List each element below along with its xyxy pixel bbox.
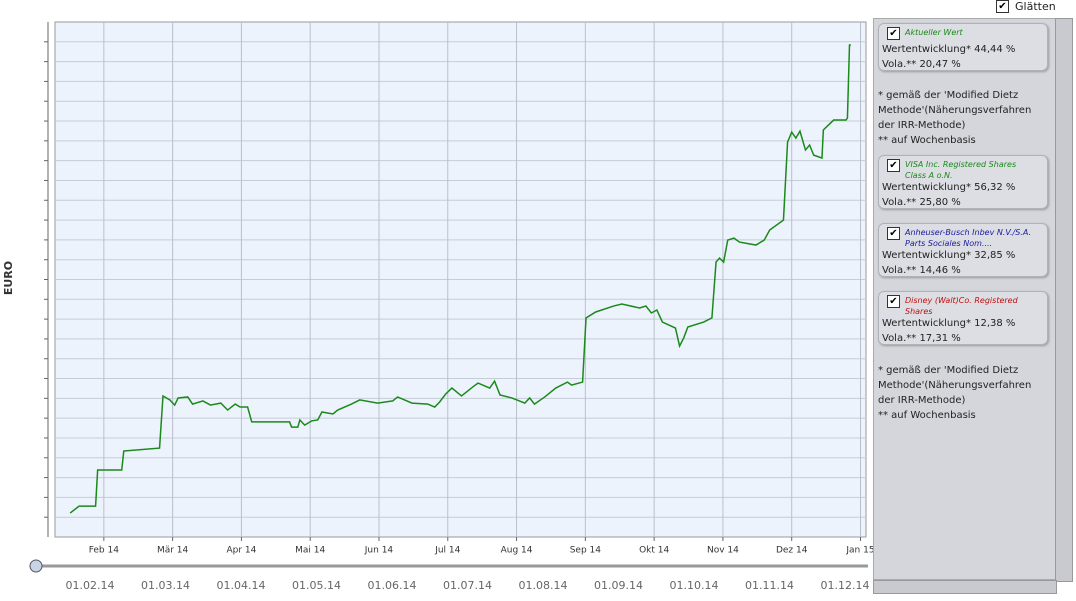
volatility: Vola.** 20,47 %	[882, 59, 961, 70]
note-line: Methode'(Näherungsverfahren	[878, 105, 1032, 116]
x-tick-label: Dez 14	[776, 546, 808, 556]
note-line: Methode'(Näherungsverfahren	[878, 380, 1032, 391]
x-tick-label: Jul 14	[434, 546, 460, 556]
title-line: Anheuser-Busch Inbev N.V./S.A.	[905, 228, 1031, 237]
smoothing-checkbox[interactable]: ✔	[996, 0, 1009, 13]
footnote: * gemäß der 'Modified Dietz Methode'(Näh…	[878, 88, 1031, 148]
performance: Wertentwicklung* 12,38 %	[882, 318, 1016, 329]
title-line: Disney (Walt)Co. Registered	[905, 296, 1018, 305]
legend-panel: ✔ Aktueller Wert Wertentwicklung* 44,44 …	[873, 18, 1057, 580]
title-line: Class A o.N.	[905, 171, 953, 180]
entry-title: Aktueller Wert	[905, 28, 963, 37]
slider-label: 01.06.14	[368, 579, 417, 592]
x-tick-label: Nov 14	[707, 546, 739, 556]
entry-title: Disney (Walt)Co. Registered Shares	[905, 295, 1018, 317]
slider-label: 01.03.14	[141, 579, 190, 592]
x-tick-label: Okt 14	[639, 546, 669, 556]
security-box: ✔ Disney (Walt)Co. Registered Shares Wert…	[878, 291, 1048, 345]
vertical-scrollbar[interactable]	[1055, 18, 1073, 582]
checkbox[interactable]: ✔	[887, 159, 900, 172]
slider-label: 01.10.14	[670, 579, 719, 592]
checkbox[interactable]: ✔	[887, 295, 900, 308]
x-tick-label: Mär 14	[157, 546, 189, 556]
title-line: Shares	[905, 307, 933, 316]
security-box: ✔ VISA Inc. Registered Shares Class A o.N…	[878, 155, 1048, 209]
x-tick-label: Apr 14	[226, 546, 256, 556]
entry-title: Anheuser-Busch Inbev N.V./S.A. Parts Soci…	[905, 227, 1031, 249]
x-tick-label: Sep 14	[570, 546, 602, 556]
smoothing-label: Glätten	[1015, 0, 1056, 13]
x-tick-label: Jan 15	[845, 546, 874, 556]
horizontal-scrollbar[interactable]	[873, 580, 1057, 594]
note-line: der IRR-Methode)	[878, 120, 966, 131]
note-line: ** auf Wochenbasis	[878, 135, 976, 146]
x-tick-label: Feb 14	[89, 546, 120, 556]
slider-label: 01.02.14	[66, 579, 115, 592]
footnote: * gemäß der 'Modified Dietz Methode'(Näh…	[878, 363, 1031, 423]
slider-knob[interactable]	[29, 559, 43, 573]
slider-label: 01.09.14	[594, 579, 643, 592]
performance: Wertentwicklung* 44,44 %	[882, 44, 1016, 55]
data-line	[69, 44, 851, 514]
note-line: * gemäß der 'Modified Dietz	[878, 365, 1019, 376]
slider-label: 01.07.14	[443, 579, 492, 592]
performance: Wertentwicklung* 56,32 %	[882, 182, 1016, 193]
checkbox[interactable]: ✔	[887, 27, 900, 40]
volatility: Vola.** 14,46 %	[882, 265, 961, 276]
slider-label: 01.08.14	[519, 579, 568, 592]
volatility: Vola.** 17,31 %	[882, 333, 961, 344]
slider-label: 01.11.14	[745, 579, 794, 592]
slider-label: 01.12.14	[821, 579, 870, 592]
slider-label: 01.05.14	[292, 579, 341, 592]
title-line: Parts Sociales Nom....	[905, 239, 993, 248]
y-axis-label: EURO	[2, 261, 15, 295]
note-line: ** auf Wochenbasis	[878, 410, 976, 421]
entry-title: VISA Inc. Registered Shares Class A o.N.	[905, 159, 1016, 181]
x-tick-label: Jun 14	[364, 546, 394, 556]
current-box: ✔ Aktueller Wert Wertentwicklung* 44,44 …	[878, 23, 1048, 71]
title-line: VISA Inc. Registered Shares	[905, 160, 1017, 169]
performance: Wertentwicklung* 32,85 %	[882, 250, 1016, 261]
note-line: * gemäß der 'Modified Dietz	[878, 90, 1019, 101]
x-tick-label: Mai 14	[295, 546, 325, 556]
security-box: ✔ Anheuser-Busch Inbev N.V./S.A. Parts So…	[878, 223, 1048, 277]
x-tick-label: Aug 14	[501, 546, 533, 556]
note-line: der IRR-Methode)	[878, 395, 966, 406]
slider-label: 01.04.14	[217, 579, 266, 592]
volatility: Vola.** 25,80 %	[882, 197, 961, 208]
checkbox[interactable]: ✔	[887, 227, 900, 240]
